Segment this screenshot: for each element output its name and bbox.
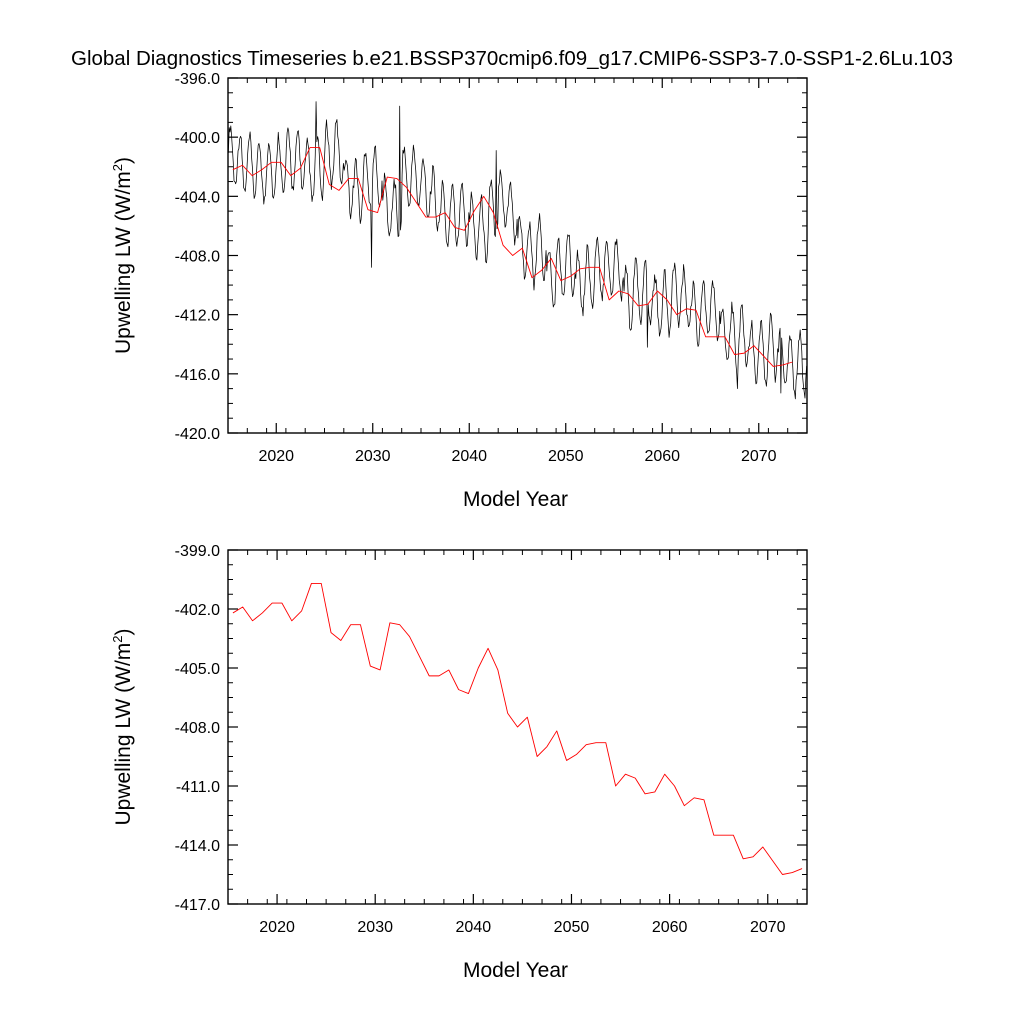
x-axis-label: Model Year [463, 488, 568, 511]
x-tick-label: 2020 [259, 919, 295, 936]
x-tick-label: 2040 [456, 919, 492, 936]
y-axis-label-end: ) [112, 628, 135, 635]
y-tick-label: -404.0 [175, 189, 220, 206]
y-axis-label-main: Upwelling LW (W/m [112, 643, 135, 826]
y-axis-label-sup: 2 [110, 635, 125, 642]
y-tick-label: -412.0 [175, 308, 220, 325]
annual-series-line [232, 582, 803, 875]
figure-title: Global Diagnostics Timeseries b.e21.BSSP… [71, 47, 953, 70]
monthly-series-line [228, 101, 807, 400]
y-axis-label-sup: 2 [110, 164, 125, 171]
x-tick-label: 2050 [548, 448, 584, 465]
y-tick-label: -405.0 [175, 661, 220, 678]
x-tick-label: 2040 [451, 448, 487, 465]
y-tick-label: -416.0 [175, 367, 220, 384]
y-axis-label-end: ) [112, 157, 135, 164]
y-tick-label: -408.0 [175, 249, 220, 266]
x-tick-label: 2030 [355, 448, 391, 465]
y-tick-label: -399.0 [175, 543, 220, 560]
x-axis-label: Model Year [463, 959, 568, 982]
y-tick-label: -411.0 [176, 779, 220, 796]
y-tick-label: -396.0 [175, 71, 220, 88]
annual-series-line [232, 147, 793, 367]
x-tick-label: 2050 [554, 919, 590, 936]
y-tick-label: -420.0 [175, 426, 220, 443]
y-tick-label: -408.0 [175, 720, 220, 737]
y-tick-label: -402.0 [175, 602, 220, 619]
x-tick-label: 2030 [357, 919, 393, 936]
x-tick-label: 2060 [644, 448, 680, 465]
x-tick-label: 2070 [741, 448, 777, 465]
x-tick-label: 2070 [750, 919, 786, 936]
y-tick-label: -414.0 [175, 838, 220, 855]
y-axis-label-main: Upwelling LW (W/m [112, 171, 135, 354]
y-axis-label: Upwelling LW (W/m2) [110, 157, 135, 354]
y-tick-label: -400.0 [175, 130, 220, 147]
bottom-panel: 2020 2030 2040 2050 2060 2070 -417.0 -414.0 -411… [110, 543, 808, 982]
y-tick-label: -417.0 [175, 897, 220, 914]
y-axis-label: Upwelling LW (W/m2) [110, 628, 135, 825]
top-panel: 2020 2030 2040 2050 2060 2070 -420.0 -416.0 -412… [110, 71, 808, 511]
plot-frame [227, 77, 808, 434]
x-tick-label: 2020 [258, 448, 294, 465]
x-tick-label: 2060 [652, 919, 688, 936]
